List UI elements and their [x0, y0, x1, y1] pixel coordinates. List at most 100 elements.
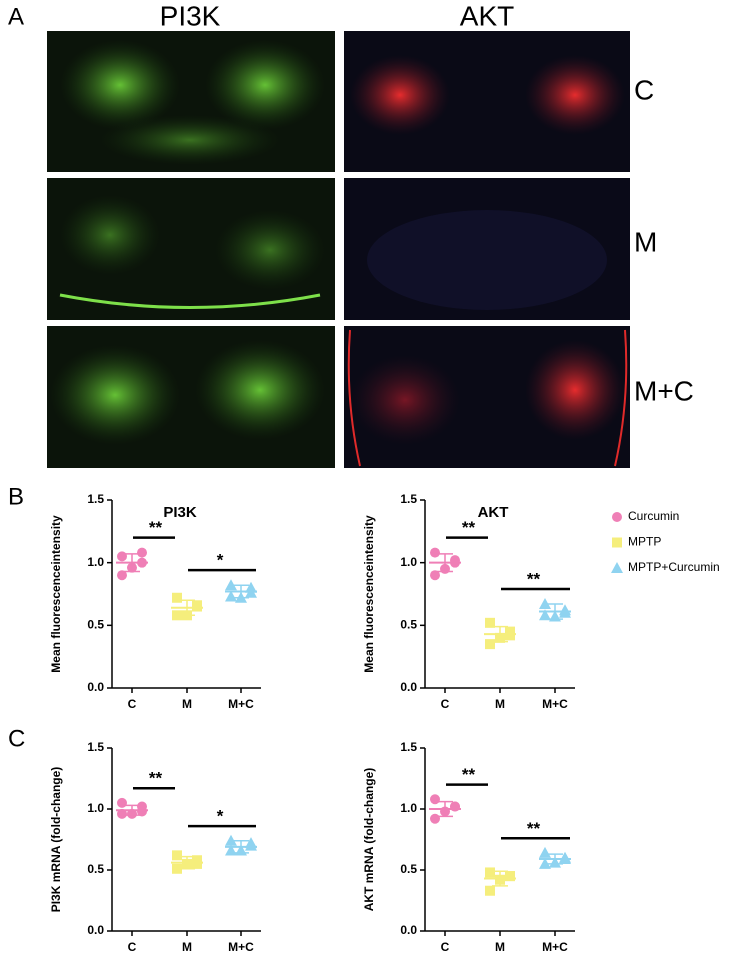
panel-label: C	[8, 725, 25, 752]
x-tick-label: M	[182, 697, 192, 711]
y-tick-label: 0.5	[87, 618, 104, 632]
y-tick-label: 0.5	[400, 862, 417, 876]
y-tick-label: 1.0	[87, 801, 104, 815]
image-signal	[525, 55, 625, 135]
y-tick-label: 1.5	[87, 740, 104, 754]
point	[172, 592, 182, 603]
significance-label: **	[462, 765, 476, 784]
image-signal	[350, 55, 450, 135]
x-tick-label: M	[495, 940, 505, 954]
point	[172, 850, 182, 861]
y-tick-label: 0.5	[87, 862, 104, 876]
point	[485, 885, 495, 896]
error-bar	[492, 870, 508, 887]
y-axis-label: Mean fluorescenceintensity	[49, 515, 63, 673]
point	[117, 570, 127, 581]
point	[430, 813, 440, 824]
image-signal	[347, 329, 628, 467]
point	[225, 834, 237, 846]
error-bar	[124, 553, 140, 573]
point	[117, 808, 127, 819]
error-bar	[547, 603, 563, 620]
x-tick-label: C	[441, 940, 450, 954]
point	[245, 581, 257, 593]
y-tick-label: 0.0	[400, 680, 417, 694]
y-axis-label: PI3K mRNA (fold-change)	[49, 767, 63, 913]
point	[485, 617, 495, 628]
x-tick-label: M+C	[542, 940, 568, 954]
legend-marker	[612, 512, 622, 522]
image-signal	[525, 340, 625, 440]
point	[539, 609, 551, 621]
image-signal	[350, 355, 460, 445]
significance-label: **	[149, 518, 163, 537]
x-tick-label: C	[441, 697, 450, 711]
point	[505, 630, 515, 641]
row-label: C	[634, 74, 654, 105]
significance-label: **	[527, 569, 541, 588]
error-bar	[233, 584, 249, 599]
point	[505, 871, 515, 882]
y-tick-label: 0.0	[87, 680, 104, 694]
error-bar	[179, 599, 195, 617]
point	[485, 867, 495, 878]
point	[245, 837, 257, 849]
significance-label: *	[217, 807, 224, 826]
legend-label: MPTP	[628, 535, 661, 549]
legend-marker	[611, 562, 623, 573]
y-tick-label: 1.0	[87, 555, 104, 569]
point	[137, 801, 147, 812]
point	[430, 547, 440, 558]
image-signal	[100, 115, 280, 165]
x-tick-label: M	[495, 697, 505, 711]
y-tick-label: 1.5	[400, 492, 417, 506]
point	[539, 846, 551, 858]
y-tick-label: 1.5	[87, 492, 104, 506]
significance-label: **	[527, 819, 541, 838]
point	[430, 570, 440, 581]
image-signal	[205, 40, 325, 130]
x-tick-label: M	[182, 940, 192, 954]
significance-label: *	[217, 551, 224, 570]
point	[117, 797, 127, 808]
panel-label: A	[8, 3, 24, 30]
panel-label: B	[8, 483, 24, 510]
x-tick-label: C	[128, 940, 137, 954]
image-grid	[47, 31, 630, 468]
image-signal	[215, 210, 325, 290]
legend-label: Curcumin	[628, 509, 679, 523]
x-tick-label: M+C	[228, 940, 254, 954]
legend-marker	[612, 537, 622, 548]
error-bar	[124, 804, 140, 816]
column-label: PI3K	[160, 0, 221, 31]
image-signal	[195, 340, 325, 440]
point	[137, 547, 147, 558]
point	[117, 551, 127, 562]
y-axis-label: AKT mRNA (fold-change)	[362, 768, 376, 912]
error-bar	[437, 800, 453, 818]
legend-label: MPTP+Curcumin	[628, 560, 720, 574]
x-tick-label: C	[128, 697, 137, 711]
significance-label: **	[149, 769, 163, 788]
point	[539, 857, 551, 869]
column-label: AKT	[460, 0, 514, 31]
image-signal	[367, 210, 607, 310]
x-tick-label: M+C	[228, 697, 254, 711]
point	[192, 600, 202, 611]
point	[225, 579, 237, 591]
row-label: M	[634, 226, 657, 257]
error-bar	[547, 853, 563, 865]
error-bar	[233, 839, 249, 854]
significance-label: **	[462, 518, 476, 537]
point	[485, 639, 495, 650]
image-signal	[60, 195, 160, 275]
error-bar	[492, 625, 508, 643]
point	[450, 801, 460, 812]
row-label: M+C	[634, 375, 694, 406]
chart-title: PI3K	[163, 504, 197, 521]
point	[172, 610, 182, 621]
image-signal	[50, 345, 180, 445]
point	[225, 590, 237, 602]
